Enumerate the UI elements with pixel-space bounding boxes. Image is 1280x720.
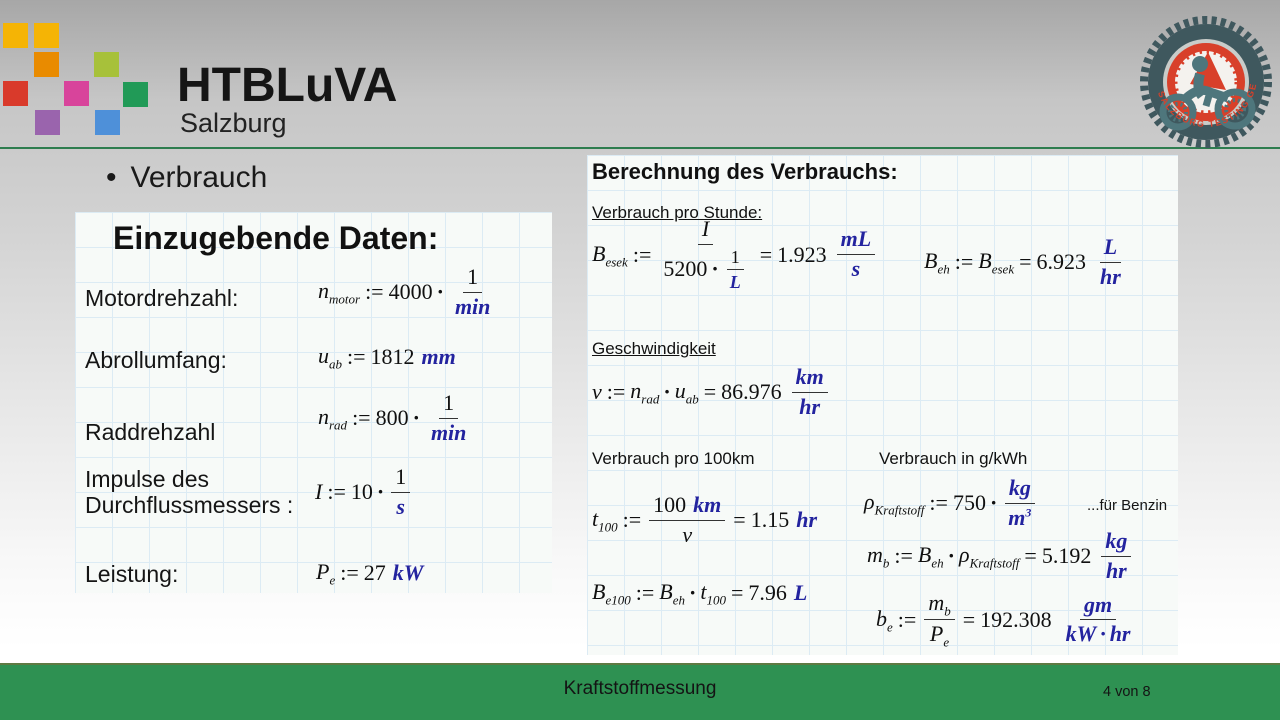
section-geschwindigkeit: Geschwindigkeit bbox=[592, 339, 716, 358]
mathcad-panel-input-data: Einzugebende Daten: Motordrehzahl: Abrol… bbox=[75, 212, 552, 593]
formula-leistung: Pe:= 27 kW bbox=[316, 559, 424, 588]
formula-be100: Be100:= Beh · t100 = 7.96 L bbox=[592, 579, 808, 608]
formula-besek: Besek:= I 5200 · 1 L = 1.923 mL s bbox=[592, 216, 878, 292]
formula-mb: mb:= Beh · ρKraftstoff = 5.192 kg hr bbox=[867, 528, 1134, 583]
logo-square bbox=[123, 82, 148, 107]
section-verbrauch-pro-stunde: Verbrauch pro Stunde: bbox=[592, 203, 763, 222]
label-raddrehzahl: Raddrehzahl bbox=[85, 419, 216, 445]
logo-square bbox=[3, 23, 28, 48]
logo-square bbox=[3, 81, 28, 106]
formula-t100: t100:= 100 km v = 1.15 hr bbox=[592, 492, 817, 547]
section-verbrauch-g-kwh: Verbrauch in g/kWh bbox=[879, 449, 1028, 468]
logo-square bbox=[34, 52, 59, 77]
label-leistung: Leistung: bbox=[85, 561, 179, 587]
logo-square bbox=[35, 110, 60, 135]
bullet-line: • Verbrauch bbox=[106, 161, 267, 195]
footer-title: Kraftstoffmessung bbox=[563, 678, 717, 699]
logo-square bbox=[95, 110, 120, 135]
label-motordrehzahl: Motordrehzahl: bbox=[85, 285, 239, 311]
section-verbrauch-pro-100km: Verbrauch pro 100km bbox=[592, 449, 755, 468]
logo-square bbox=[64, 81, 89, 106]
formula-u-ab: uab:= 1812 mm bbox=[318, 343, 456, 372]
formula-n-rad: nrad:= 800 · 1 min bbox=[318, 390, 467, 445]
formula-n-motor: nmotor:= 4000 · 1 min bbox=[318, 264, 491, 319]
bullet-marker: • bbox=[106, 161, 117, 194]
formula-impulse: I:= 10 · 1 s bbox=[315, 464, 413, 519]
htbluva-logo bbox=[0, 0, 170, 140]
page-number: 4 von 8 bbox=[1103, 684, 1151, 700]
formula-be: be:= mb Pe = 192.308 gm kW · hr bbox=[876, 590, 1131, 650]
logo-subtitle: Salzburg bbox=[180, 108, 287, 138]
mathcad-panel-calculation: Berechnung des Verbrauchs: Verbrauch pro… bbox=[587, 155, 1178, 655]
left-panel-heading: Einzugebende Daten: bbox=[113, 220, 439, 256]
bullet-label: Verbrauch bbox=[130, 161, 268, 194]
label-abrollumfang: Abrollumfang: bbox=[85, 347, 227, 373]
logo-square bbox=[94, 52, 119, 77]
logo-title: HTBLuVA bbox=[177, 59, 398, 112]
logo-square bbox=[34, 23, 59, 48]
footer-bar: Kraftstoffmessung 4 von 8 bbox=[0, 663, 1280, 720]
right-panel-heading: Berechnung des Verbrauchs: bbox=[592, 159, 898, 184]
formula-rho-kraftstoff: ρKraftstoff:= 750 · kg m3 bbox=[864, 475, 1038, 530]
formula-v: v:= nrad · uab = 86.976 km hr bbox=[592, 364, 831, 419]
annotation-fuer-benzin: ...für Benzin bbox=[1087, 497, 1168, 514]
testing-gear-badge-icon: HTL SALZBURG TESTING GEAR bbox=[1136, 2, 1272, 148]
label-impulse-durchflussmesser: Impulse des Durchflussmessers : bbox=[85, 466, 294, 519]
header-divider-line bbox=[0, 147, 1280, 149]
